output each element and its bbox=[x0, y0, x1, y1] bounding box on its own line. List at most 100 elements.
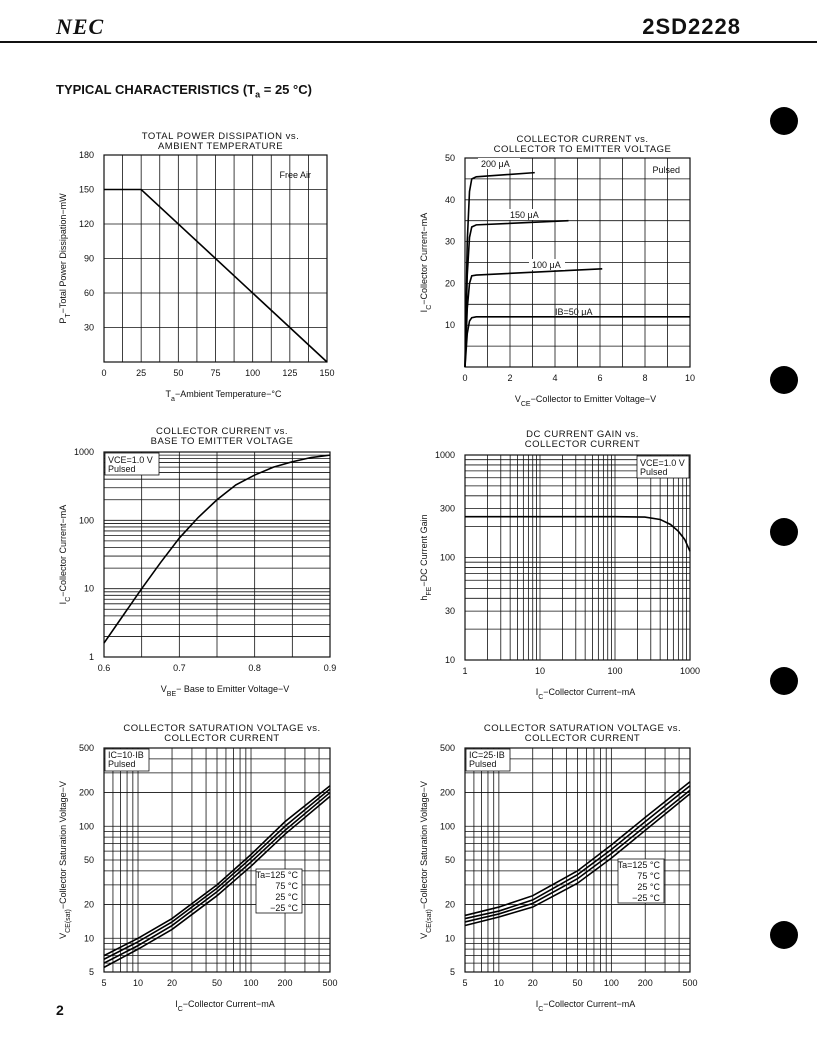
curve-label-100ua: 100 μA bbox=[532, 260, 561, 270]
section-title: TYPICAL CHARACTERISTICS (Ta = 25 °C) bbox=[56, 82, 312, 100]
x-tick-label: 200 bbox=[638, 978, 653, 988]
y-axis-label: VCE(sat)−Collector Saturation Voltage−V bbox=[419, 781, 433, 939]
series-line bbox=[465, 515, 691, 552]
series-line bbox=[103, 795, 331, 969]
y-tick-label: 20 bbox=[84, 900, 94, 910]
y-tick-label: 90 bbox=[84, 254, 94, 264]
punch-hole-1 bbox=[770, 107, 798, 135]
y-tick-label: 300 bbox=[440, 504, 455, 514]
y-tick-label: 30 bbox=[445, 606, 455, 616]
x-tick-label: 0.7 bbox=[173, 663, 186, 673]
y-axis-label: IC−Collector Current−mA bbox=[58, 505, 72, 605]
y-tick-label: 10 bbox=[445, 933, 455, 943]
chart-ic-vs-vce: COLLECTOR CURRENT vs.COLLECTOR TO EMITTE… bbox=[419, 134, 695, 408]
x-tick-label: 5 bbox=[101, 978, 106, 988]
x-tick-label: 0 bbox=[101, 368, 106, 378]
y-tick-label: 5 bbox=[89, 967, 94, 977]
chart-title-line: COLLECTOR TO EMITTER VOLTAGE bbox=[494, 144, 672, 155]
x-axis-label: IC−Collector Current−mA bbox=[536, 999, 636, 1013]
series-line bbox=[464, 781, 691, 917]
y-axis-label: hFE−DC Current Gain bbox=[419, 514, 433, 600]
punch-hole-2 bbox=[770, 366, 798, 394]
x-tick-label: 200 bbox=[278, 978, 293, 988]
y-tick-label: 50 bbox=[445, 153, 455, 163]
series-line bbox=[103, 785, 331, 957]
x-tick-label: 100 bbox=[245, 368, 260, 378]
x-tick-label: 125 bbox=[282, 368, 297, 378]
y-axis-label: IC−Collector Current−mA bbox=[419, 213, 433, 313]
chart-title-line: COLLECTOR CURRENT bbox=[525, 439, 640, 450]
y-tick-label: 10 bbox=[445, 320, 455, 330]
chart-vcesat-ib25: COLLECTOR SATURATION VOLTAGE vs.COLLECTO… bbox=[419, 723, 698, 1013]
chart-title-line: AMBIENT TEMPERATURE bbox=[158, 141, 283, 152]
x-axis-label: VCE−Collector to Emitter Voltage−V bbox=[515, 394, 656, 408]
chart-title-line: COLLECTOR CURRENT vs. bbox=[516, 134, 648, 145]
series-line bbox=[464, 793, 691, 927]
x-tick-label: 8 bbox=[642, 373, 647, 383]
x-tick-label: 150 bbox=[319, 368, 334, 378]
chart-power-dissipation: TOTAL POWER DISSIPATION vs.AMBIENT TEMPE… bbox=[58, 131, 335, 403]
y-tick-label: 100 bbox=[79, 821, 94, 831]
chart-title-line: BASE TO EMITTER VOLTAGE bbox=[151, 436, 294, 447]
y-axis-label: VCE(sat)−Collector Saturation Voltage−V bbox=[58, 781, 72, 939]
y-tick-label: 10 bbox=[84, 584, 94, 594]
plot-frame bbox=[464, 157, 691, 368]
annotation-free-air: Free Air bbox=[279, 170, 311, 180]
annotation-ib-ratio: IC=10·IB bbox=[108, 750, 144, 760]
chart-title-line: COLLECTOR SATURATION VOLTAGE vs. bbox=[123, 723, 320, 734]
y-tick-label: 20 bbox=[445, 278, 455, 288]
x-tick-label: 20 bbox=[528, 978, 538, 988]
legend-box bbox=[104, 748, 150, 772]
y-tick-label: 1000 bbox=[435, 450, 455, 460]
x-tick-label: 1 bbox=[462, 666, 467, 676]
chart-title-line: COLLECTOR CURRENT vs. bbox=[156, 426, 288, 437]
x-tick-label: 1000 bbox=[680, 666, 700, 676]
punch-hole-3 bbox=[770, 518, 798, 546]
plot-frame bbox=[103, 747, 331, 973]
x-tick-label: 25 bbox=[136, 368, 146, 378]
series-line bbox=[464, 785, 691, 920]
chart-title-line: COLLECTOR CURRENT bbox=[164, 733, 279, 744]
y-tick-label: 100 bbox=[440, 821, 455, 831]
y-tick-label: 500 bbox=[440, 743, 455, 753]
temp-label: 25 °C bbox=[275, 892, 298, 902]
x-tick-label: 0 bbox=[462, 373, 467, 383]
x-tick-label: 100 bbox=[607, 666, 622, 676]
annotation-pulsed: Pulsed bbox=[640, 467, 668, 477]
series-line bbox=[464, 219, 569, 368]
y-tick-label: 100 bbox=[79, 515, 94, 525]
x-tick-label: 100 bbox=[604, 978, 619, 988]
series-line bbox=[103, 788, 331, 960]
temp-label: 25 °C bbox=[637, 882, 660, 892]
x-tick-label: 10 bbox=[535, 666, 545, 676]
chart-title-line: COLLECTOR SATURATION VOLTAGE vs. bbox=[484, 723, 681, 734]
part-number: 2SD2228 bbox=[642, 14, 741, 39]
y-tick-label: 20 bbox=[445, 900, 455, 910]
chart-title-line: DC CURRENT GAIN vs. bbox=[526, 429, 639, 440]
x-tick-label: 500 bbox=[682, 978, 697, 988]
temp-label: −25 °C bbox=[270, 903, 298, 913]
temp-label: 75 °C bbox=[275, 881, 298, 891]
y-tick-label: 5 bbox=[450, 967, 455, 977]
x-tick-label: 50 bbox=[212, 978, 222, 988]
y-tick-label: 120 bbox=[79, 219, 94, 229]
series-line bbox=[464, 267, 603, 368]
y-tick-label: 1000 bbox=[74, 447, 94, 457]
annotation-ib-ratio: IC=25·IB bbox=[469, 750, 505, 760]
annotation-pulsed: Pulsed bbox=[469, 759, 497, 769]
x-tick-label: 6 bbox=[597, 373, 602, 383]
y-tick-label: 500 bbox=[79, 743, 94, 753]
plot-frame bbox=[103, 451, 331, 658]
x-tick-label: 500 bbox=[322, 978, 337, 988]
y-tick-label: 150 bbox=[79, 185, 94, 195]
curve-label-50ua: IB=50 μA bbox=[555, 307, 592, 317]
y-tick-label: 30 bbox=[445, 237, 455, 247]
annotation-vce: VCE=1.0 V bbox=[108, 455, 153, 465]
x-tick-label: 100 bbox=[244, 978, 259, 988]
x-tick-label: 50 bbox=[173, 368, 183, 378]
annotation-vce: VCE=1.0 V bbox=[640, 458, 685, 468]
chart-vcesat-ib10: COLLECTOR SATURATION VOLTAGE vs.COLLECTO… bbox=[58, 723, 338, 1013]
legend-box bbox=[636, 455, 690, 479]
temp-label: −25 °C bbox=[632, 893, 660, 903]
